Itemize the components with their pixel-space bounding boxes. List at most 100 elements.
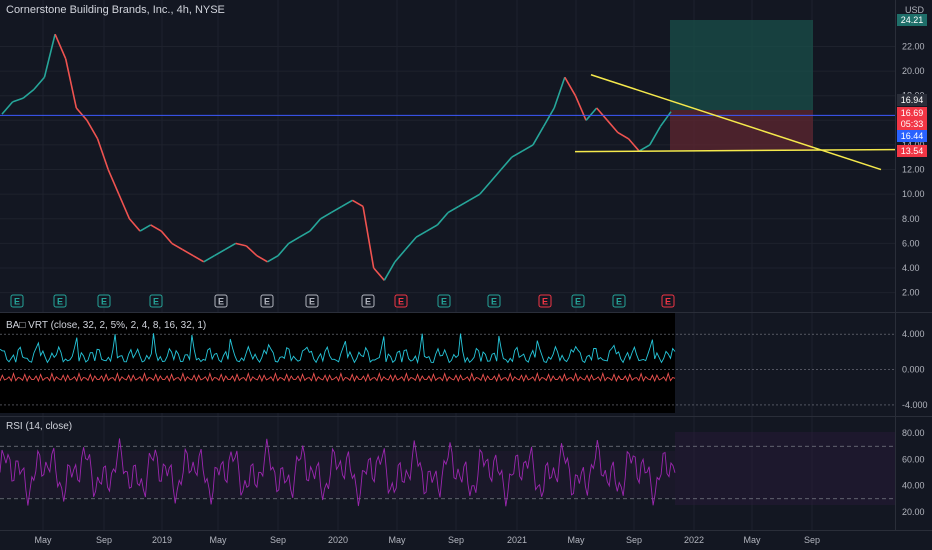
time-tick-label: 2020 — [328, 535, 348, 545]
earnings-icon[interactable] — [612, 294, 626, 308]
earnings-icon[interactable] — [97, 294, 111, 308]
price-segment — [118, 193, 131, 220]
grid-lines — [0, 0, 895, 530]
price-segment — [298, 230, 311, 238]
earnings-icon[interactable] — [10, 294, 24, 308]
currency-label[interactable]: USD — [905, 5, 925, 15]
price-segment — [320, 211, 332, 220]
price-tag-label: 16.94 — [901, 95, 924, 105]
time-tick-label: May — [567, 535, 585, 545]
time-tick-label: May — [34, 535, 52, 545]
vrt-pane-background — [0, 313, 675, 413]
earnings-icon[interactable] — [260, 294, 274, 308]
earnings-icon[interactable] — [149, 294, 163, 308]
price-tag — [897, 130, 927, 142]
price-tag-label: 16.44 — [901, 131, 924, 141]
earnings-letter: E — [14, 297, 20, 307]
earnings-letter: E — [264, 297, 270, 307]
rsi-indicator-label[interactable]: RSI (14, close) — [6, 421, 73, 432]
price-segment — [128, 218, 141, 232]
price-segment — [1, 101, 14, 115]
time-tick-label: May — [209, 535, 227, 545]
price-segment — [468, 193, 481, 201]
time-tick-label: 2019 — [152, 535, 172, 545]
time-tick-label: 2021 — [507, 535, 527, 545]
earnings-icon[interactable] — [53, 294, 67, 308]
price-segment — [426, 224, 438, 232]
earnings-icon[interactable] — [487, 294, 501, 308]
vrt-series — [0, 333, 895, 406]
price-tick-label: 4.00 — [902, 263, 920, 273]
trendline-lower[interactable] — [574, 148, 896, 153]
price-segment — [585, 107, 598, 121]
price-segment — [415, 230, 428, 238]
earnings-icon[interactable] — [361, 294, 375, 308]
time-tick-label: 2022 — [684, 535, 704, 545]
price-segment — [436, 212, 449, 226]
position-stop-zone[interactable] — [670, 110, 813, 150]
earnings-icon[interactable] — [305, 294, 319, 308]
vrt-axis[interactable]: 4.000 0.000 -4.000 — [902, 329, 928, 410]
price-segment — [43, 33, 56, 78]
rsi-axis[interactable]: 80.00 60.00 40.00 20.00 — [902, 428, 925, 517]
price-tag-label: 16.69 — [901, 108, 924, 118]
vrt-indicator-label[interactable]: BA□ VRT (close, 32, 2, 5%, 2, 4, 8, 16, … — [6, 320, 207, 331]
price-segment — [235, 242, 247, 247]
price-segment — [511, 150, 523, 158]
time-axis[interactable]: May Sep 2019 May Sep 2020 May Sep 2021 May Sep 2022… — [34, 535, 820, 545]
price-segment — [617, 131, 629, 140]
price-segment — [213, 248, 226, 257]
price-segment — [86, 119, 99, 140]
price-segment — [171, 242, 183, 251]
price-segment — [627, 138, 640, 152]
earnings-letter: E — [57, 297, 63, 307]
price-axis[interactable]: 22.0020.0018.0016.0014.0012.0010.008.006… — [902, 41, 925, 297]
vrt-tick-label: 0.000 — [902, 365, 925, 375]
earnings-letter: E — [441, 297, 447, 307]
price-segment — [394, 249, 407, 263]
vrt-negative-line — [0, 371, 676, 383]
trendline-upper[interactable] — [590, 74, 882, 171]
price-segment — [224, 242, 237, 251]
rsi-tick-label: 40.00 — [902, 481, 925, 491]
price-segment — [489, 169, 502, 183]
earnings-icon[interactable] — [661, 294, 675, 308]
earnings-icon[interactable] — [214, 294, 228, 308]
price-tick-label: 22.00 — [902, 41, 925, 51]
earnings-icon[interactable] — [437, 294, 451, 308]
earnings-letter: E — [398, 297, 404, 307]
price-segment — [564, 76, 577, 97]
earnings-letter: E — [665, 297, 671, 307]
vrt-positive-line — [0, 333, 676, 365]
price-segment — [107, 169, 120, 195]
price-segment — [532, 126, 545, 146]
price-segment — [54, 33, 67, 60]
rsi-tick-label: 60.00 — [902, 454, 925, 464]
price-segment — [542, 107, 555, 127]
earnings-letter: E — [218, 297, 224, 307]
price-segment — [277, 242, 290, 257]
price-tick-label: 20.00 — [902, 66, 925, 76]
price-tag — [897, 14, 927, 26]
earnings-icon[interactable] — [394, 294, 408, 308]
price-tag — [897, 94, 927, 106]
earnings-icon[interactable] — [538, 294, 552, 308]
price-segment — [330, 205, 343, 214]
price-segment — [458, 199, 470, 208]
earnings-icon[interactable] — [571, 294, 585, 308]
price-segment — [245, 245, 258, 257]
position-target-zone[interactable] — [670, 20, 813, 110]
price-tick-label: 2.00 — [902, 288, 920, 298]
rsi-band-fill — [0, 451, 675, 498]
price-segment — [64, 58, 78, 109]
chart-title[interactable]: Cornerstone Building Brands, Inc., 4h, N… — [6, 4, 225, 16]
price-tag — [897, 145, 927, 157]
earnings-letter: E — [542, 297, 548, 307]
price-tick-label: 12.00 — [902, 165, 925, 175]
price-segment — [479, 181, 492, 195]
earnings-letter: E — [575, 297, 581, 307]
rsi-tick-label: 20.00 — [902, 507, 925, 517]
price-tag-label: 24.21 — [901, 15, 924, 25]
